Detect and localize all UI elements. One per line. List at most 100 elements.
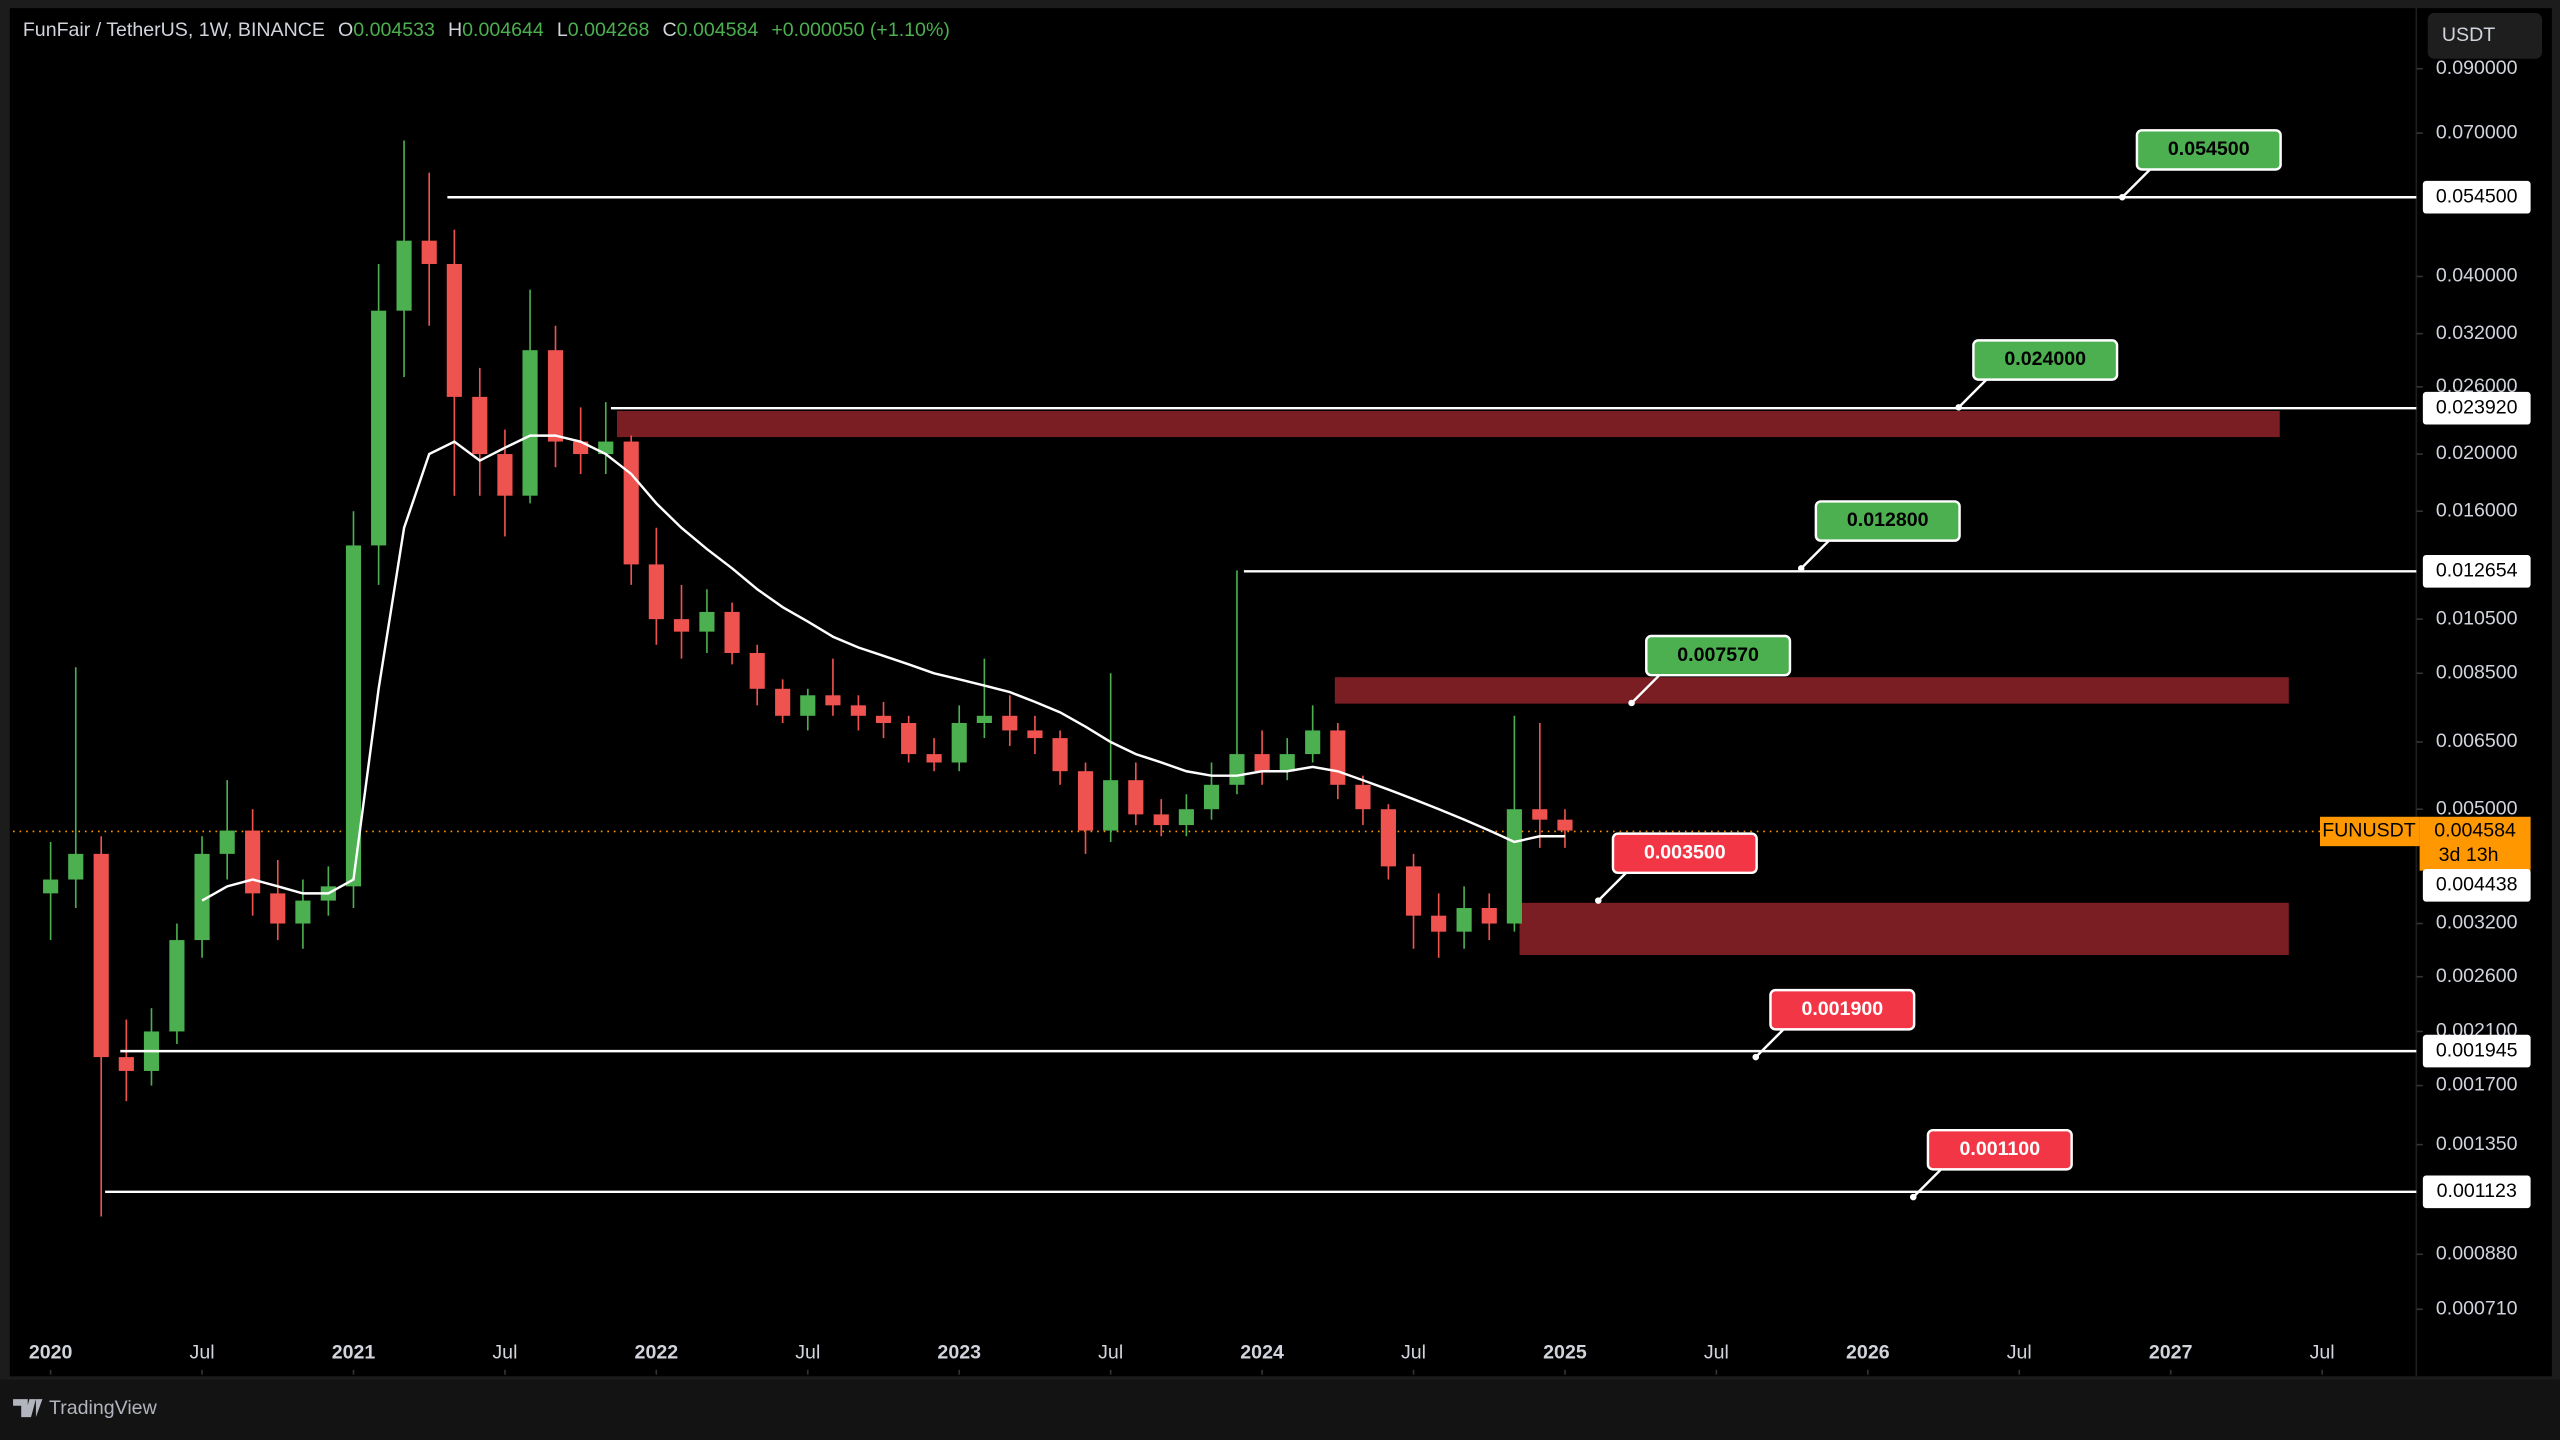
moving-average: [201, 434, 1565, 902]
candle-body: [775, 688, 791, 716]
x-tick-label: 2024: [1240, 1342, 1284, 1364]
candle-body: [345, 545, 362, 887]
callout-pointer: [1800, 538, 1832, 570]
callout-box: [1814, 500, 1961, 542]
candle-body: [68, 853, 84, 880]
y-tick-label: 0.001350: [2436, 1133, 2518, 1155]
y-tick-label: 0.010500: [2436, 607, 2518, 629]
ma-value-label: 0.004438: [2436, 874, 2518, 896]
currency-button[interactable]: [2427, 13, 2543, 59]
callout-anchor: [1955, 404, 1962, 411]
x-tick-label: 2020: [29, 1342, 73, 1364]
candle-body: [1380, 809, 1396, 867]
callout-box: [2135, 129, 2282, 171]
candle-body: [1405, 866, 1422, 916]
candle-body: [850, 705, 866, 716]
level-axis-label: 0.001945: [2436, 1039, 2518, 1061]
y-tick-label: 0.000710: [2436, 1297, 2518, 1319]
y-tick-label: 0.016000: [2436, 499, 2518, 521]
currency-label[interactable]: USDT: [2442, 24, 2495, 46]
candle-body: [547, 350, 564, 442]
callout-anchor: [1752, 1053, 1760, 1061]
close-letter: C: [662, 19, 676, 41]
candle-body: [93, 853, 109, 1058]
candle-body: [472, 396, 488, 455]
level-axis-box: [2422, 1034, 2531, 1068]
candle-body: [673, 619, 690, 632]
level-axis-box: [2422, 555, 2531, 588]
callout-label: 0.001900: [1801, 998, 1883, 1020]
candle-body: [800, 695, 816, 716]
candle-body: [497, 454, 513, 496]
y-tick-label: 0.002600: [2436, 965, 2518, 987]
callout-anchor: [2118, 193, 2126, 201]
candle-body: [825, 695, 841, 706]
candle-body: [194, 853, 210, 941]
candle-body: [446, 263, 462, 397]
x-tick-label: Jul: [795, 1342, 820, 1364]
callout-label: 0.024000: [2004, 348, 2086, 370]
low-value: 0.004268: [568, 19, 650, 41]
x-tick-label: Jul: [492, 1342, 517, 1364]
callout-pointer: [1597, 870, 1629, 902]
open-letter: O: [338, 19, 353, 41]
candle-body: [169, 940, 185, 1032]
y-tick-label: 0.020000: [2436, 442, 2518, 464]
last-price-box: [2419, 816, 2531, 871]
high-value: 0.004644: [462, 19, 544, 41]
x-tick-label: 2025: [1543, 1342, 1587, 1364]
candle-body: [1456, 908, 1472, 932]
candle-body: [1279, 754, 1295, 772]
candle-body: [1557, 819, 1573, 831]
candle-body: [699, 611, 715, 632]
callout-box: [1972, 339, 2119, 381]
candle-body: [1178, 809, 1194, 826]
footer-bar: [0, 1379, 2560, 1440]
x-tick-label: 2026: [1846, 1342, 1890, 1364]
x-tick-label: Jul: [1704, 1342, 1729, 1364]
candle-body: [1128, 780, 1144, 815]
candle-body: [951, 723, 967, 763]
callout-anchor: [1797, 565, 1805, 572]
low-letter: L: [557, 19, 568, 41]
last-price-label: 0.004584: [2434, 820, 2516, 842]
candle-body: [976, 715, 992, 724]
candle-body: [1254, 754, 1270, 772]
candle-body: [1355, 784, 1371, 810]
brand-name[interactable]: TradingView: [49, 1397, 158, 1419]
callout-pointer: [1630, 672, 1662, 704]
zone: [616, 411, 2280, 438]
candle-body: [648, 564, 664, 620]
chart-layer: 0.090000 0.070000 0.040000 0.032000 0.026000…: [13, 57, 2531, 1375]
candle-body: [1229, 754, 1245, 785]
y-tick-label: 0.001700: [2436, 1074, 2518, 1096]
y-tick-label: 0.090000: [2436, 57, 2518, 79]
candle-body: [245, 830, 261, 894]
x-tick-label: Jul: [1098, 1342, 1123, 1364]
candle-body: [118, 1057, 134, 1071]
candle-body: [295, 900, 311, 924]
candle-body: [1330, 730, 1346, 785]
level-axis-label: 0.001123: [2437, 1180, 2517, 1202]
y-tick-label: 0.000880: [2436, 1242, 2518, 1264]
symbol-box: [2320, 816, 2420, 847]
close-value: 0.004584: [677, 19, 759, 41]
candle-body: [623, 441, 639, 565]
y-tick-label: 0.008500: [2436, 661, 2518, 683]
x-tick-label: Jul: [1401, 1342, 1426, 1364]
candle-body: [749, 652, 765, 689]
change-value: +0.000050 (+1.10%): [771, 19, 950, 41]
high-letter: H: [448, 19, 462, 41]
callout-label: 0.007570: [1677, 644, 1759, 666]
level-axis-label: 0.012654: [2436, 560, 2518, 582]
callout-pointer: [1957, 377, 1989, 409]
x-tick-label: Jul: [2007, 1342, 2032, 1364]
callout-box: [1926, 1128, 2073, 1171]
candle-body: [219, 830, 235, 854]
brand-logo[interactable]: [13, 1399, 43, 1418]
candle-body: [1203, 784, 1220, 810]
ma-value-box: [2422, 869, 2531, 902]
header-legend: FunFair / TetherUS, 1W, BINANCE O0.004533…: [23, 19, 950, 41]
level-axis-box: [2422, 1175, 2531, 1209]
